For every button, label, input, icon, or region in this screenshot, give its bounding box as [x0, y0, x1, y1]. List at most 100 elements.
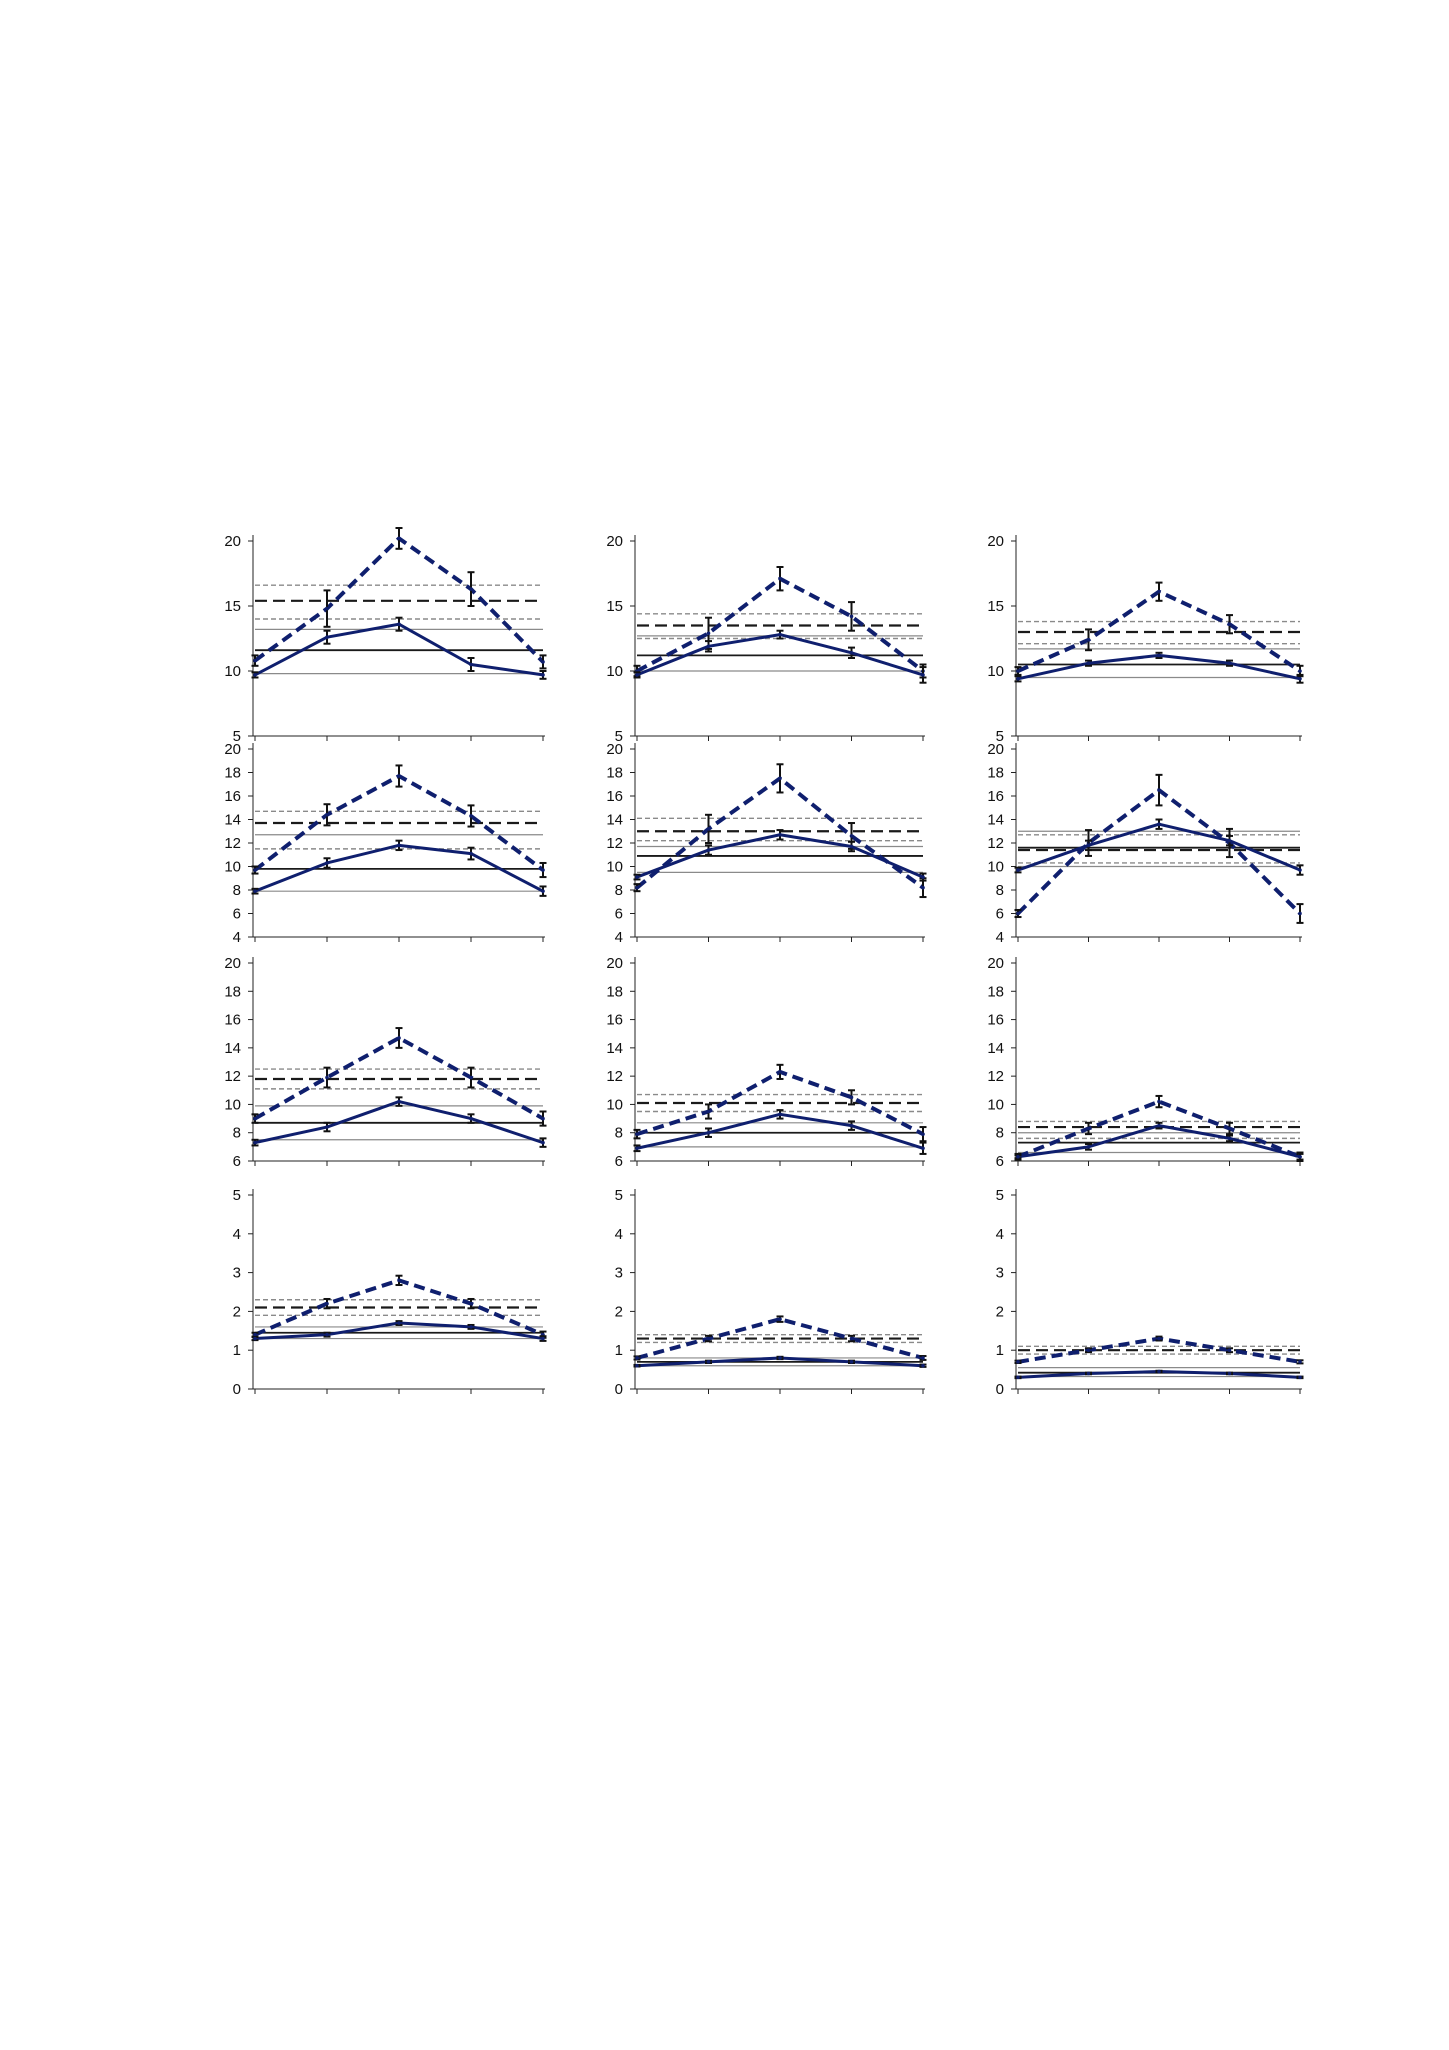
y-tick-label: 4: [615, 1226, 623, 1243]
y-tick-label: 3: [996, 1265, 1004, 1282]
chart-panel-6: 4 6 8 10 12 14 16 18 20: [987, 741, 1304, 946]
data-point: [253, 658, 257, 663]
data-point: [469, 1325, 473, 1329]
y-tick-label: 18: [606, 765, 623, 782]
data-point: [1157, 1336, 1161, 1341]
y-tick-label: 4: [996, 1226, 1004, 1243]
data-point: [921, 875, 925, 879]
y-tick-label: 12: [606, 1068, 623, 1085]
data-point: [1086, 638, 1091, 642]
data-point: [397, 843, 401, 848]
y-tick-label: 8: [233, 882, 241, 899]
chart-panel-12: 0 1 2 3 4 5: [996, 1187, 1304, 1398]
y-tick-label: 16: [987, 1012, 1004, 1029]
data-point: [1227, 1136, 1232, 1141]
data-point: [921, 673, 925, 677]
y-tick-label: 18: [606, 983, 623, 1000]
data-point: [1157, 1099, 1161, 1104]
data-point: [253, 1332, 257, 1337]
data-point: [706, 644, 711, 649]
data-point: [1298, 911, 1302, 916]
y-tick-label: 5: [233, 1187, 241, 1204]
data-point: [541, 660, 545, 664]
data-point: [1016, 911, 1020, 916]
data-point: [635, 875, 639, 879]
data-point: [1016, 868, 1020, 872]
chart-panel-10: 0 1 2 3 4 5: [233, 1187, 547, 1398]
y-tick-label: 18: [224, 765, 241, 782]
y-tick-label: 16: [987, 788, 1004, 805]
data-point: [253, 1336, 257, 1341]
data-point: [778, 1317, 782, 1321]
data-point: [849, 1095, 854, 1100]
data-point: [706, 631, 711, 636]
data-point: [397, 1036, 401, 1040]
y-tick-label: 16: [606, 1012, 623, 1029]
data-point: [541, 1140, 545, 1145]
data-point: [1016, 669, 1020, 673]
y-tick-label: 1: [996, 1342, 1004, 1359]
data-point: [921, 1356, 925, 1360]
data-point: [469, 1116, 473, 1121]
y-tick-label: 5: [233, 728, 241, 745]
y-tick-label: 6: [233, 906, 241, 923]
chart-panel-4: 4 6 8 10 12 14 16 18 20: [224, 741, 547, 946]
data-point: [541, 1336, 545, 1341]
data-point: [778, 776, 782, 781]
y-tick-label: 0: [233, 1381, 241, 1398]
y-tick-label: 14: [224, 1040, 241, 1057]
data-point: [778, 832, 782, 837]
series-line-dashed: [254, 1035, 544, 1121]
y-tick-label: 0: [615, 1381, 623, 1398]
y-tick-label: 8: [615, 1125, 623, 1142]
data-point: [1157, 653, 1161, 658]
y-tick-label: 14: [606, 1040, 623, 1057]
y-tick-label: 5: [615, 728, 623, 745]
y-tick-label: 15: [224, 598, 241, 615]
data-point: [1086, 1126, 1091, 1131]
data-point: [635, 1146, 639, 1151]
y-tick-label: 8: [996, 1125, 1004, 1142]
y-tick-label: 20: [606, 741, 623, 758]
y-tick-label: 20: [606, 533, 623, 550]
data-point: [397, 1321, 401, 1325]
data-point: [849, 1336, 854, 1341]
data-point: [706, 827, 711, 831]
data-point: [1016, 1375, 1020, 1380]
data-point: [635, 885, 639, 890]
y-tick-label: 20: [606, 955, 623, 972]
data-point: [1298, 1360, 1302, 1364]
data-point: [706, 848, 711, 852]
y-tick-label: 10: [987, 1096, 1004, 1113]
series-line-dashed: [636, 1317, 924, 1360]
y-tick-label: 20: [224, 955, 241, 972]
data-point: [1086, 843, 1091, 848]
data-point: [706, 1130, 711, 1135]
data-point: [469, 851, 473, 856]
data-point: [253, 673, 257, 677]
chart-panel-2: 5 10 15 20: [606, 533, 927, 745]
data-point: [635, 1132, 639, 1136]
data-point: [849, 1123, 854, 1128]
data-point: [1157, 1369, 1161, 1374]
y-tick-label: 3: [233, 1265, 241, 1282]
data-point: [253, 889, 257, 893]
data-point: [1157, 822, 1161, 826]
data-point: [849, 834, 854, 838]
data-point: [849, 1360, 854, 1364]
data-point: [1016, 1154, 1020, 1159]
y-tick-label: 20: [987, 741, 1004, 758]
y-tick-label: 20: [987, 533, 1004, 550]
chart-panel-9: 6 8 10 12 14 16 18 20: [987, 955, 1304, 1170]
y-tick-label: 10: [224, 1096, 241, 1113]
y-tick-label: 8: [996, 882, 1004, 899]
y-tick-label: 10: [224, 859, 241, 876]
data-point: [778, 1356, 782, 1360]
data-point: [635, 673, 639, 677]
y-tick-label: 10: [606, 859, 623, 876]
data-point: [325, 635, 329, 639]
y-tick-label: 16: [224, 788, 241, 805]
y-tick-label: 12: [224, 1068, 241, 1085]
data-point: [325, 1125, 329, 1129]
